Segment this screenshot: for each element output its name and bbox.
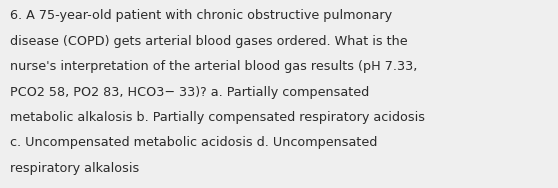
Text: PCO2 58, PO2 83, HCO3− 33)? a. Partially compensated: PCO2 58, PO2 83, HCO3− 33)? a. Partially… — [10, 86, 369, 99]
Text: nurse's interpretation of the arterial blood gas results (pH 7.33,: nurse's interpretation of the arterial b… — [10, 60, 417, 73]
Text: disease (COPD) gets arterial blood gases ordered. What is the: disease (COPD) gets arterial blood gases… — [10, 35, 408, 48]
Text: metabolic alkalosis b. Partially compensated respiratory acidosis: metabolic alkalosis b. Partially compens… — [10, 111, 425, 124]
Text: 6. A 75-year-old patient with chronic obstructive pulmonary: 6. A 75-year-old patient with chronic ob… — [10, 9, 392, 22]
Text: respiratory alkalosis: respiratory alkalosis — [10, 162, 140, 175]
Text: c. Uncompensated metabolic acidosis d. Uncompensated: c. Uncompensated metabolic acidosis d. U… — [10, 136, 377, 149]
